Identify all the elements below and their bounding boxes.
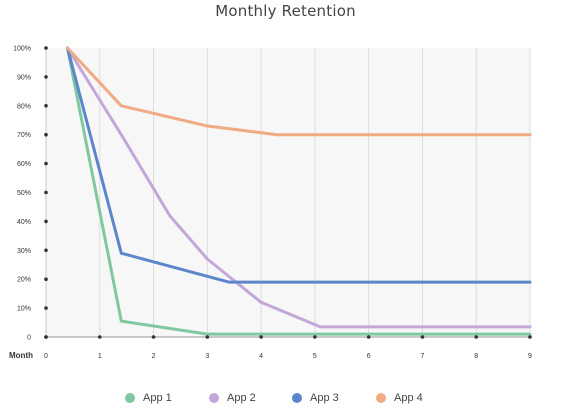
x-tick-mark (205, 335, 210, 339)
legend-swatch (209, 393, 219, 403)
x-tick-label: 1 (98, 353, 102, 360)
x-tick-mark (259, 335, 263, 339)
legend-item-app-3[interactable]: App 3 (292, 390, 339, 406)
series-line-app-3 (66, 46, 532, 284)
tick-labels: 100% 90% 80% 70% 60% 50% 40% 30% 20% 10% 0 0 1 2 3 4 5 6 7… (13, 46, 532, 361)
x-tick-mark (44, 335, 48, 339)
legend-item-app-1[interactable]: App 1 (125, 390, 172, 406)
y-tick-mark (44, 132, 48, 137)
x-tick-mark (420, 335, 425, 339)
x-tick-mark (151, 335, 156, 339)
y-tick-label: 50% (17, 190, 31, 197)
x-tick-label: 5 (313, 353, 317, 360)
series-lines (66, 46, 532, 336)
y-tick-label: 0 (27, 335, 31, 342)
x-tick-mark (366, 335, 371, 339)
series-line-app-1 (66, 46, 532, 336)
y-tick-label: 10% (17, 306, 31, 313)
x-tick-label: 7 (420, 353, 424, 360)
y-tick-label: 80% (17, 103, 31, 110)
legend-swatch (376, 393, 386, 403)
y-tick-mark (44, 190, 48, 195)
x-tick-label: 3 (205, 353, 209, 360)
legend-label: App 1 (143, 392, 172, 404)
y-tick-mark (44, 75, 48, 79)
x-tick-mark (474, 335, 479, 339)
x-tick-label: 2 (152, 353, 156, 360)
legend-item-app-4[interactable]: App 4 (376, 390, 423, 406)
legend-label: App 4 (394, 392, 423, 404)
x-tick-label: 9 (528, 353, 532, 360)
y-tick-mark (44, 306, 48, 310)
x-tick-label: 0 (44, 353, 48, 360)
line-chart: 100% 90% 80% 70% 60% 50% 40% 30% 20% 10% 0 0 1 2 3 4 5 6 7… (9, 46, 532, 361)
legend-item-app-2[interactable]: App 2 (209, 390, 256, 406)
x-tick-label: 6 (367, 353, 371, 360)
x-axis-label: Month (9, 351, 33, 360)
legend-swatch (125, 393, 135, 403)
x-tick-label: 8 (474, 353, 478, 360)
y-tick-label: 30% (17, 248, 31, 255)
plot-area (46, 48, 530, 337)
y-tick-label: 90% (17, 74, 31, 81)
y-tick-label: 70% (17, 132, 31, 139)
legend-label: App 2 (227, 392, 256, 404)
chart-title: Monthly Retention (215, 2, 356, 20)
x-tick-label: 4 (259, 353, 263, 360)
legend-label: App 3 (310, 392, 339, 404)
y-tick-mark (44, 277, 48, 282)
y-tick-label: 20% (17, 277, 31, 284)
legend: App 1 App 2 App 3 App 4 (0, 390, 571, 406)
y-tick-label: 40% (17, 219, 31, 226)
x-tick-mark (528, 335, 532, 339)
legend-swatch (292, 393, 302, 403)
x-tick-mark (313, 335, 317, 339)
y-tick-mark (44, 219, 48, 224)
y-tick-mark (44, 104, 48, 108)
plot-background (46, 48, 530, 337)
series-line-app-2 (66, 46, 532, 329)
y-tick-mark (44, 248, 48, 253)
y-tick-label: 100% (13, 46, 31, 53)
x-tick-mark (97, 335, 102, 339)
series-line-app-4 (66, 46, 532, 137)
y-tick-mark (44, 46, 48, 50)
y-tick-mark (44, 161, 48, 166)
y-tick-label: 60% (17, 161, 31, 168)
